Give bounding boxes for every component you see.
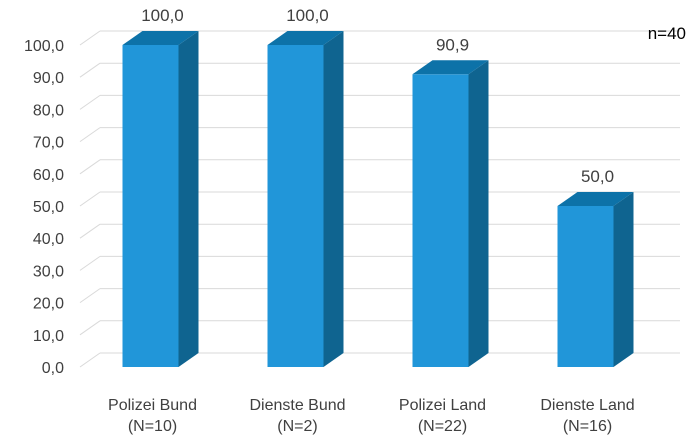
y-tick-label: 20,0 bbox=[33, 296, 64, 313]
gridline-depth bbox=[79, 320, 101, 336]
gridline-depth bbox=[79, 30, 101, 46]
x-tick-label-name: Dienste Land bbox=[540, 397, 634, 414]
x-tick-label: Polizei Bund (N=10) bbox=[108, 397, 197, 435]
y-tick-label: 50,0 bbox=[33, 199, 64, 216]
y-tick-label: 40,0 bbox=[33, 231, 64, 248]
x-tick-label: Polizei Land (N=22) bbox=[399, 397, 486, 435]
x-tick-label-name: Dienste Bund bbox=[249, 397, 345, 414]
value-label: 100,0 bbox=[141, 6, 184, 25]
gridline-depth bbox=[79, 62, 101, 78]
bar-top bbox=[412, 60, 489, 75]
bar-front bbox=[122, 45, 179, 367]
value-label: 90,9 bbox=[436, 35, 469, 54]
bar-4 bbox=[557, 192, 634, 367]
x-tick-label: Dienste Bund (N=2) bbox=[249, 397, 345, 435]
value-label: 100,0 bbox=[286, 6, 329, 25]
sample-size-annotation: n=40 bbox=[647, 24, 686, 43]
bar-1 bbox=[122, 31, 199, 367]
bar-top bbox=[122, 31, 199, 45]
y-tick-label: 60,0 bbox=[33, 167, 64, 184]
x-tick-label-name: Polizei Land bbox=[399, 397, 486, 414]
bar-side bbox=[178, 31, 199, 367]
bar-front bbox=[412, 74, 469, 367]
bars-layer bbox=[122, 31, 634, 367]
gridline-depth bbox=[79, 223, 101, 239]
gridline-depth bbox=[79, 127, 101, 143]
y-tick-label: 90,0 bbox=[33, 70, 64, 87]
x-tick-label-count: (N=10) bbox=[128, 418, 177, 435]
x-tick-label-count: (N=16) bbox=[563, 418, 612, 435]
bar-front bbox=[267, 45, 324, 367]
bar-2 bbox=[267, 31, 344, 367]
y-tick-label: 10,0 bbox=[33, 328, 64, 345]
gridline-depth bbox=[79, 191, 101, 207]
y-tick-label: 30,0 bbox=[33, 263, 64, 280]
gridline-depth bbox=[79, 255, 101, 271]
value-labels-layer: 100,0 100,0 90,9 50,0 bbox=[141, 6, 614, 186]
y-tick-label: 0,0 bbox=[42, 360, 64, 377]
x-tick-label: Dienste Land (N=16) bbox=[540, 397, 634, 435]
x-tick-label-name: Polizei Bund bbox=[108, 397, 197, 414]
gridline-depth bbox=[79, 352, 101, 368]
bar-front bbox=[557, 206, 614, 367]
gridline-depth bbox=[79, 288, 101, 304]
bar-side bbox=[468, 60, 489, 367]
bar-side bbox=[613, 192, 634, 367]
value-label: 50,0 bbox=[581, 167, 614, 186]
x-axis-ticks: Polizei Bund (N=10) Dienste Bund (N=2) Poliz… bbox=[108, 397, 635, 435]
bar-top bbox=[267, 31, 344, 45]
bar-top bbox=[557, 192, 634, 206]
gridline-depth bbox=[79, 159, 101, 175]
y-axis-ticks: 0,0 10,0 20,0 30,0 40,0 50,0 60,0 70,0 80,0 90,0 1… bbox=[24, 38, 64, 377]
y-tick-label: 100,0 bbox=[24, 38, 64, 55]
x-tick-label-count: (N=22) bbox=[418, 418, 467, 435]
x-tick-label-count: (N=2) bbox=[277, 418, 317, 435]
bar-3 bbox=[412, 60, 489, 367]
y-tick-label: 70,0 bbox=[33, 135, 64, 152]
y-tick-label: 80,0 bbox=[33, 102, 64, 119]
bar-side bbox=[323, 31, 344, 367]
gridline-depth bbox=[79, 94, 101, 110]
